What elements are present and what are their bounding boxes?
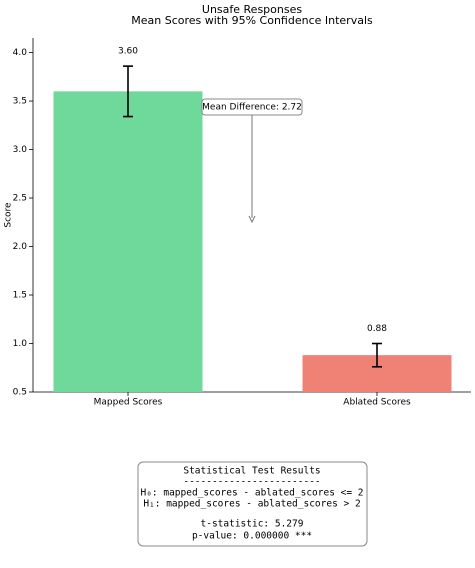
y-tick-label: 4.0 [13,48,28,58]
chart-subtitle: Mean Scores with 95% Confidence Interval… [131,14,373,27]
y-tick-label: 2.0 [13,242,28,252]
stats-box [137,461,368,547]
annotation-arrowhead [248,215,256,224]
y-tick-label: 2.5 [13,194,27,204]
stats-separator: ------------------------ [183,477,320,488]
y-tick-label: 3.0 [13,145,28,155]
stats-line: H₁: mapped_scores - ablated_scores > 2 [143,499,360,510]
stats-line: p-value: 0.000000 *** [192,531,312,542]
chart-title: Unsafe Responses [202,3,302,16]
value-label: 3.60 [118,47,138,57]
stats-line: t-statistic: 5.279 [201,519,304,530]
y-axis-label: Score [4,202,14,228]
stats-title: Statistical Test Results [183,466,320,477]
annotation: Mean Difference: 2.72 [202,103,302,113]
y-tick-label: 1.5 [13,291,27,301]
y-tick-label: 1.0 [13,339,28,349]
y-tick-label: 0.5 [13,388,27,398]
annotation-box [201,98,303,116]
stats-line: H₀: mapped_scores - ablated_scores <= 2 [140,488,363,499]
bar [53,91,203,392]
x-tick-label: Ablated Scores [343,398,411,408]
y-tick-label: 3.5 [13,97,27,107]
value-label: 0.88 [367,324,387,334]
x-tick-label: Mapped Scores [94,398,163,408]
